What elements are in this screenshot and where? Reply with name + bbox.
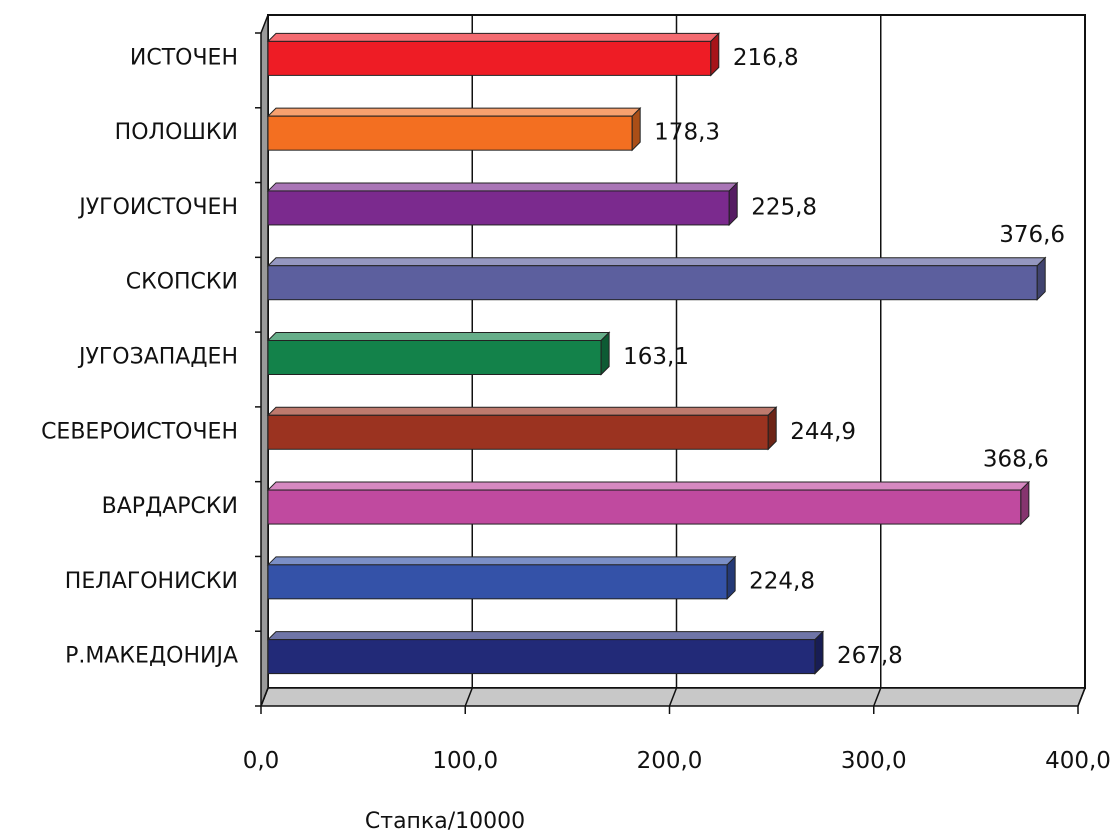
bar-front <box>267 190 730 226</box>
bar-front <box>267 639 816 675</box>
bar-end <box>767 406 777 451</box>
bar <box>266 32 721 77</box>
bar-end <box>726 555 736 601</box>
bar <box>266 106 642 152</box>
category-label: Р.МАКЕДОНИЈА <box>65 644 238 669</box>
bar-end <box>1020 480 1030 526</box>
chart-side-wall <box>260 14 269 707</box>
bar-top <box>266 257 1047 267</box>
bar-top <box>266 556 737 566</box>
bar-front <box>267 489 1022 525</box>
bar-top <box>266 332 611 341</box>
bar-front <box>267 265 1038 301</box>
category-label: СЕВЕРОИСТОЧЕН <box>41 419 238 444</box>
value-label: 244,9 <box>790 419 856 445</box>
value-label: 224,8 <box>749 568 815 594</box>
value-label: 163,1 <box>623 344 689 370</box>
category-labels: ИСТОЧЕН ПОЛОШКИ ЈУГОИСТОЧЕН СКОПСКИ ЈУГОЗАПА… <box>41 45 238 668</box>
floor-gridline <box>873 687 882 707</box>
category-label: ЈУГОЗАПАДЕН <box>77 345 238 370</box>
bar-front <box>267 340 602 375</box>
category-label: ВАРДАРСКИ <box>102 494 238 519</box>
category-label: СКОПСКИ <box>126 270 238 295</box>
category-label: ИСТОЧЕН <box>130 45 238 70</box>
bar-end <box>1036 256 1046 301</box>
bar-end <box>814 630 824 675</box>
bar <box>266 181 739 227</box>
x-axis-title: Стапка/10000 <box>365 809 525 834</box>
floor-gridline <box>668 687 678 707</box>
category-label: ЈУГОИСТОЧЕН <box>77 195 238 220</box>
tick-label: 100,0 <box>432 748 498 774</box>
tick-label: 200,0 <box>637 748 703 774</box>
bar-top <box>266 32 721 42</box>
bar <box>266 480 1031 526</box>
floor-gridline <box>260 687 269 707</box>
value-label: 225,8 <box>751 194 817 220</box>
bar-front <box>267 115 633 151</box>
tick-label: 300,0 <box>841 748 907 774</box>
category-label: ПЕЛАГОНИСКИ <box>65 569 238 594</box>
bar-top <box>266 481 1031 491</box>
bar-end <box>710 32 720 77</box>
bar-top <box>266 182 739 192</box>
bar <box>266 256 1047 301</box>
bar-front <box>267 564 728 600</box>
bar-top <box>266 406 778 416</box>
x-axis-ticks: 0,0 100,0 200,0 300,0 400,0 <box>243 32 1111 774</box>
bar-end <box>631 106 641 152</box>
value-label: 178,3 <box>654 120 720 146</box>
bar-end <box>600 331 610 376</box>
tick-label: 400,0 <box>1045 748 1111 774</box>
value-label: 368,6 <box>983 447 1049 473</box>
bars <box>266 32 1047 675</box>
value-label: 216,8 <box>733 45 799 71</box>
bar-top <box>266 631 825 641</box>
bar-front <box>267 40 712 76</box>
tick-label: 0,0 <box>243 748 280 774</box>
value-label: 376,6 <box>999 222 1065 248</box>
category-label: ПОЛОШКИ <box>115 120 238 145</box>
bar-top <box>266 107 642 117</box>
bar <box>266 630 825 675</box>
value-labels: 216,8 178,3 225,8 376,6 163,1 244,9 368,6 224,8… <box>623 45 1065 669</box>
floor-gridline <box>464 687 473 707</box>
bar-front <box>267 414 769 450</box>
floor-gridline <box>1077 687 1086 707</box>
bar <box>266 555 737 601</box>
bar-end <box>728 181 738 227</box>
bar <box>266 406 778 451</box>
value-label: 267,8 <box>837 643 903 669</box>
bar <box>266 331 611 376</box>
